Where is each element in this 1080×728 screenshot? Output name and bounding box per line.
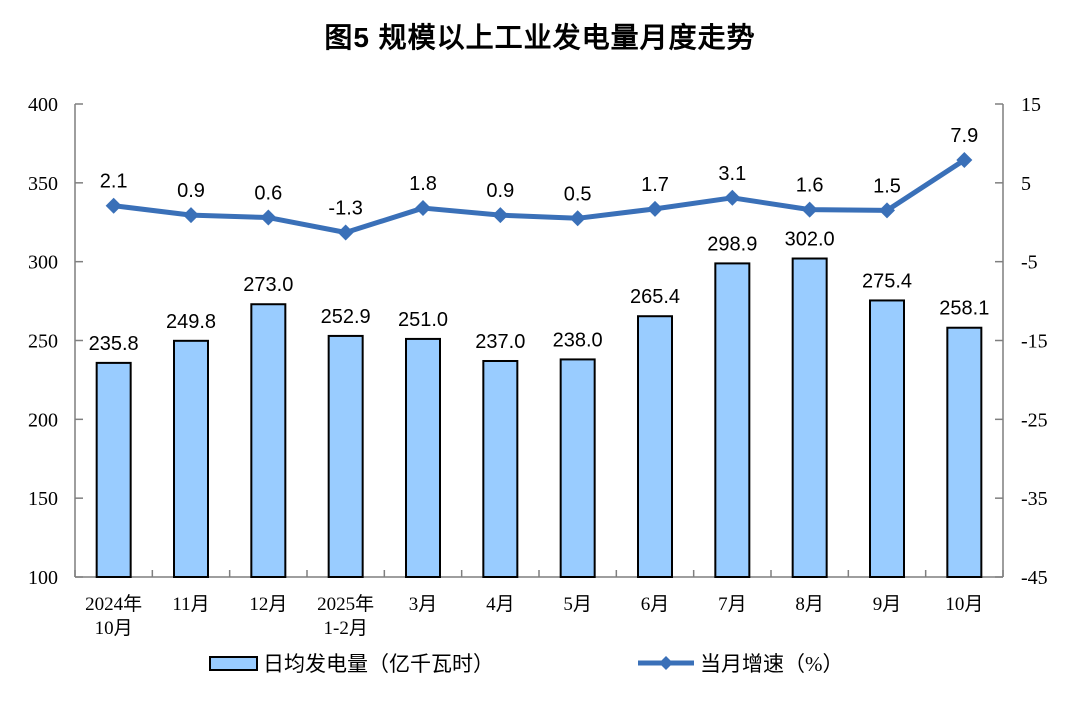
left-axis-tick-label: 250: [28, 331, 58, 353]
line-marker-diamond-icon: [879, 202, 895, 219]
bar-value-label: 238.0: [553, 329, 603, 351]
left-axis-tick-label: 300: [28, 252, 58, 274]
line-marker-diamond-icon: [801, 201, 818, 218]
x-category-label: 2024年 10月: [85, 593, 142, 639]
bar: [327, 334, 364, 578]
line-value-label: 1.6: [796, 175, 824, 197]
bar-value-label: 273.0: [243, 274, 293, 296]
chart-title: 图5 规模以上工业发电量月度走势: [324, 22, 756, 53]
line-marker-diamond-icon: [492, 207, 509, 224]
left-axis-tick-label: 400: [28, 94, 58, 116]
legend-item-line: 当月增速（%）: [637, 648, 844, 678]
x-category-label: 2025年 1-2月: [317, 593, 374, 639]
bar-value-label: 258.1: [939, 298, 989, 320]
right-axis-tick-label: -25: [1021, 409, 1048, 431]
bar-value-label: 237.0: [475, 331, 525, 353]
bar: [405, 337, 441, 578]
bar: [250, 303, 287, 578]
bar-value-label: 298.9: [707, 233, 757, 255]
legend-item-bar: 日均发电量（亿千瓦时）: [209, 648, 494, 678]
line-marker-diamond-icon: [105, 197, 122, 214]
bar-value-label: 249.8: [166, 311, 216, 333]
line-marker-diamond-icon: [260, 209, 277, 226]
x-category-label: 9月: [873, 594, 902, 615]
left-axis-tick-label: 350: [28, 173, 58, 195]
left-axis-tick-label: 150: [28, 488, 58, 510]
right-axis-tick-label: -5: [1021, 252, 1038, 274]
left-axis-tick-label: 200: [28, 409, 58, 431]
x-category-label: 3月: [409, 594, 438, 615]
line-marker-diamond-icon: [647, 200, 663, 217]
right-axis-tick-label: -35: [1021, 488, 1048, 510]
trend-line: [111, 157, 967, 235]
bar: [173, 339, 209, 578]
bar: [869, 299, 905, 578]
bar: [559, 358, 596, 579]
x-category-label: 11月: [172, 594, 209, 615]
bar: [95, 361, 132, 578]
x-category-label: 7月: [718, 594, 747, 615]
bar-legend-swatch-icon: [209, 655, 258, 671]
line-value-label: 7.9: [950, 125, 978, 147]
line-legend-label: 当月增速（%）: [700, 652, 844, 676]
line-value-label: 3.1: [718, 163, 746, 185]
x-category-label: 5月: [563, 594, 592, 615]
line-marker-diamond-icon: [569, 210, 586, 227]
line-marker-diamond-icon: [415, 200, 431, 217]
x-category-label: 6月: [641, 594, 670, 615]
line-value-label: 2.1: [100, 171, 128, 193]
right-axis-tick-label: -15: [1021, 331, 1048, 353]
line-marker-diamond-icon: [337, 224, 354, 241]
right-axis-tick-label: 15: [1021, 94, 1041, 116]
bar: [637, 315, 673, 578]
bar-value-label: 302.0: [785, 229, 835, 251]
line-value-label: 0.9: [486, 180, 514, 202]
bar: [791, 257, 828, 578]
right-axis-tick-label: 5: [1021, 173, 1031, 195]
line-value-label: 0.9: [177, 180, 205, 202]
bar: [946, 326, 983, 578]
line-value-label: 1.5: [873, 175, 901, 197]
x-category-label: 4月: [486, 594, 515, 615]
bar-value-label: 252.9: [321, 306, 371, 328]
bar-value-label: 275.4: [862, 270, 912, 292]
legend: 日均发电量（亿千瓦时） 当月增速（%）: [0, 648, 1080, 682]
line-marker-diamond-icon: [183, 207, 199, 224]
line-value-label: 0.6: [254, 183, 282, 205]
line-value-label: 1.7: [641, 174, 669, 196]
line-value-label: 0.5: [564, 183, 592, 205]
line-marker-diamond-icon: [724, 189, 741, 206]
bar-value-label: 251.0: [398, 309, 448, 331]
line-value-label: 1.8: [409, 173, 437, 195]
bar-value-label: 265.4: [630, 286, 680, 308]
left-axis-tick-label: 100: [28, 567, 58, 589]
bar: [482, 359, 519, 578]
right-axis-tick-label: -45: [1021, 567, 1048, 589]
x-category-label: 12月: [249, 594, 287, 615]
bar: [714, 262, 751, 578]
bar-value-label: 235.8: [89, 333, 139, 355]
bar-legend-label: 日均发电量（亿千瓦时）: [263, 652, 494, 676]
x-category-label: 8月: [795, 594, 824, 615]
line-value-label: -1.3: [328, 197, 362, 219]
x-category-label: 10月: [945, 594, 983, 615]
line-legend-swatch-icon: [638, 656, 694, 670]
line-marker-diamond-icon: [956, 151, 973, 168]
